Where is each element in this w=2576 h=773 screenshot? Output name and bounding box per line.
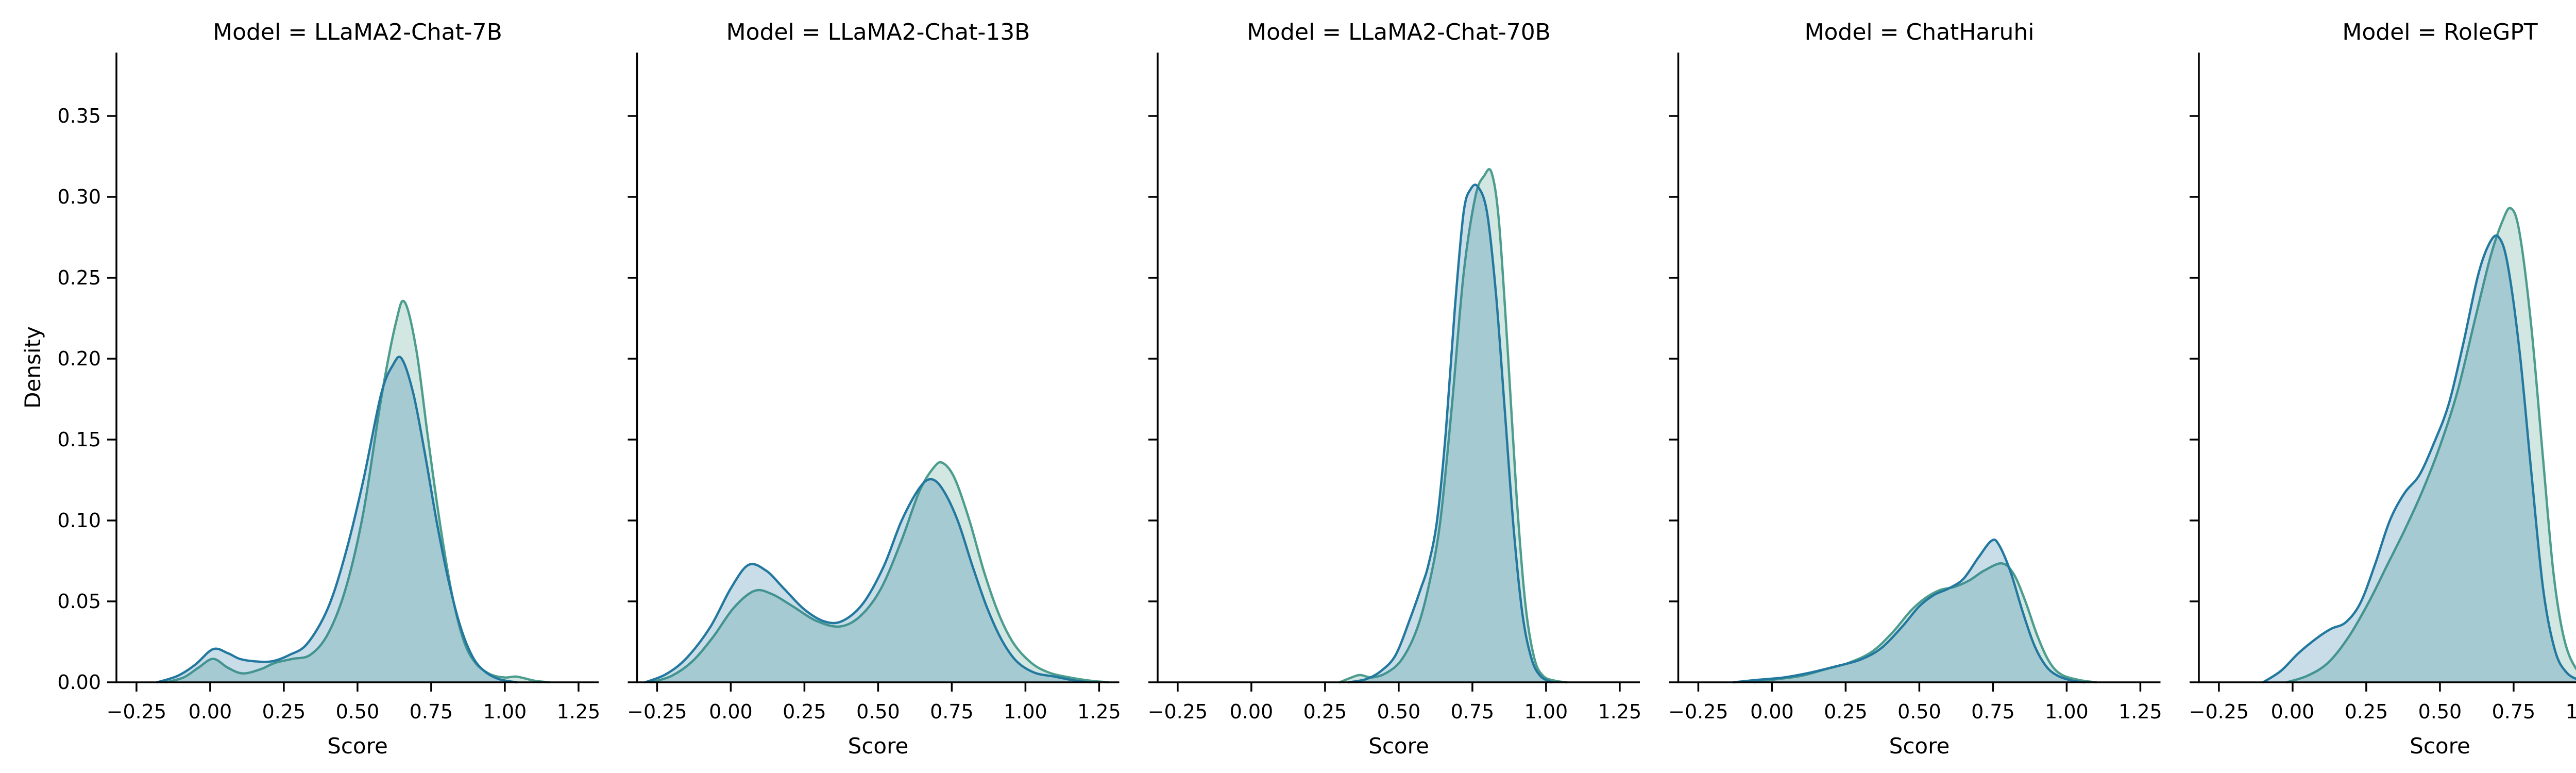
x-tick-label: −0.25 [107, 700, 166, 723]
y-tick-label: 0.25 [57, 266, 101, 289]
x-tick-label: 1.25 [1598, 700, 1642, 723]
x-tick-label: 0.25 [2345, 700, 2388, 723]
kde-area-neg [645, 479, 1091, 682]
x-tick-label: 0.00 [189, 700, 232, 723]
kde-line-pos [650, 461, 1109, 684]
x-tick-label: 0.00 [709, 700, 753, 723]
x-tick-label: 0.75 [2492, 700, 2536, 723]
x-tick-label: −0.25 [1668, 700, 1728, 723]
x-axis-label: Score [1889, 733, 1950, 759]
x-tick-label: 0.75 [410, 700, 453, 723]
x-axis-label: Score [2410, 733, 2470, 759]
x-tick-label: 0.50 [1897, 700, 1941, 723]
facet-RoleGPT: Model = RoleGPT −0.25 0.00 0.25 0.50 0.75 1.00… [2189, 19, 2576, 759]
x-tick-label: 0.00 [1750, 700, 1794, 723]
x-tick-label: −0.25 [627, 700, 687, 723]
x-tick-label: 0.25 [1303, 700, 1347, 723]
y-tick-label: 0.15 [57, 428, 101, 451]
x-tick-label: 0.75 [1451, 700, 1495, 723]
x-tick-label: 1.25 [557, 700, 601, 723]
kde-line-neg [644, 478, 1092, 684]
facet-title: Model = ChatHaruhi [1805, 19, 2035, 45]
x-tick-label: 1.00 [2045, 700, 2089, 723]
kde-line-neg [1347, 183, 1553, 684]
x-tick-label: 0.50 [856, 700, 900, 723]
kde-area-neg [157, 357, 517, 682]
y-tick-label: 0.20 [57, 347, 101, 370]
kde-area-neg [1348, 184, 1552, 683]
y-tick-label: 0.10 [57, 509, 101, 532]
facet-title: Model = LLaMA2-Chat-7B [213, 19, 502, 45]
x-tick-label: −0.25 [2189, 700, 2249, 723]
x-tick-label: 0.25 [1824, 700, 1868, 723]
x-tick-label: 1.00 [2566, 700, 2576, 723]
kde-area-pos [2286, 208, 2576, 682]
x-tick-label: 1.00 [1524, 700, 1568, 723]
facet-LLaMA2-Chat-7B: Model = LLaMA2-Chat-7B −0.25 0.00 0.25 0.50 0… [20, 19, 600, 759]
x-tick-label: 0.50 [1377, 700, 1421, 723]
kde-area-pos [166, 300, 549, 682]
x-tick-label: 1.25 [1077, 700, 1121, 723]
y-tick-label: 0.05 [57, 590, 101, 613]
y-tick-label: 0.35 [57, 105, 101, 127]
x-tick-label: 0.00 [2271, 700, 2315, 723]
facet-LLaMA2-Chat-70B: Model = LLaMA2-Chat-70B −0.25 0.00 0.25 0.50… [1148, 19, 1642, 759]
kde-line-pos [2285, 207, 2576, 684]
x-tick-label: 1.00 [1004, 700, 1047, 723]
x-tick-label: 0.50 [2418, 700, 2462, 723]
x-tick-label: 0.75 [1971, 700, 2015, 723]
kde-area-pos [651, 462, 1108, 682]
kde-line-neg [156, 356, 518, 684]
x-axis-label: Score [327, 733, 388, 759]
y-axis-label: Density [20, 326, 45, 409]
kde-line-neg [1732, 538, 2086, 684]
kde-area-pos [1340, 169, 1567, 682]
x-tick-label: 0.00 [1230, 700, 1274, 723]
facet-ChatHaruhi: Model = ChatHaruhi −0.25 0.00 0.25 0.50 0.75 1… [1668, 19, 2162, 759]
facet-LLaMA2-Chat-13B: Model = LLaMA2-Chat-13B −0.25 0.00 0.25 0.50… [627, 19, 1121, 759]
kde-line-pos [1338, 168, 1568, 684]
kde-area-pos [1754, 563, 2096, 682]
kde-area-neg [1734, 540, 2084, 682]
y-tick-label: 0.00 [57, 671, 101, 694]
facet-title: Model = LLaMA2-Chat-70B [1247, 19, 1551, 45]
x-tick-label: 1.00 [483, 700, 527, 723]
x-tick-label: 0.25 [783, 700, 826, 723]
kde-line-neg [2262, 234, 2576, 684]
x-tick-label: 0.25 [262, 700, 306, 723]
x-tick-label: 0.75 [930, 700, 974, 723]
x-tick-label: 1.25 [2119, 700, 2162, 723]
y-tick-label: 0.30 [57, 186, 101, 208]
x-tick-label: −0.25 [1148, 700, 1208, 723]
facet-title: Model = RoleGPT [2342, 19, 2537, 45]
kde-area-neg [2263, 236, 2576, 682]
x-tick-label: 0.50 [336, 700, 380, 723]
x-axis-label: Score [1368, 733, 1429, 759]
x-axis-label: Score [848, 733, 909, 759]
facet-title: Model = LLaMA2-Chat-13B [726, 19, 1030, 45]
